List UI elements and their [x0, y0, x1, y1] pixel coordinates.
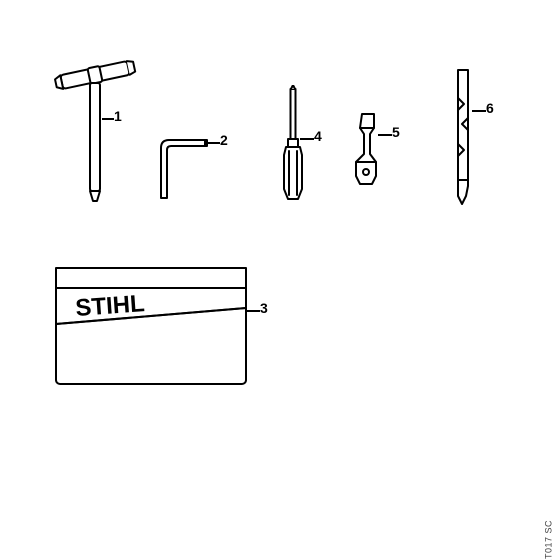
- part-socket-wrench: [50, 55, 140, 205]
- callout-3: 3: [260, 300, 268, 316]
- callout-4: 4: [314, 128, 322, 144]
- leader-1: [102, 118, 114, 120]
- leader-3: [246, 310, 260, 312]
- callout-6: 6: [486, 100, 494, 116]
- part-blade: [452, 68, 474, 208]
- callout-1: 1: [114, 108, 122, 124]
- part-tool-bag: STIHL: [52, 260, 252, 390]
- reference-code: 0013ET017 SC: [544, 520, 554, 560]
- leader-4: [300, 138, 314, 140]
- diagram-stage: STIHL: [0, 0, 560, 560]
- part-clip: [352, 110, 382, 190]
- leader-2: [206, 142, 220, 144]
- part-screwdriver: [278, 85, 308, 205]
- callout-5: 5: [392, 124, 400, 140]
- leader-5: [378, 134, 392, 136]
- leader-6: [472, 110, 486, 112]
- brand-text: STIHL: [75, 290, 146, 322]
- callout-2: 2: [220, 132, 228, 148]
